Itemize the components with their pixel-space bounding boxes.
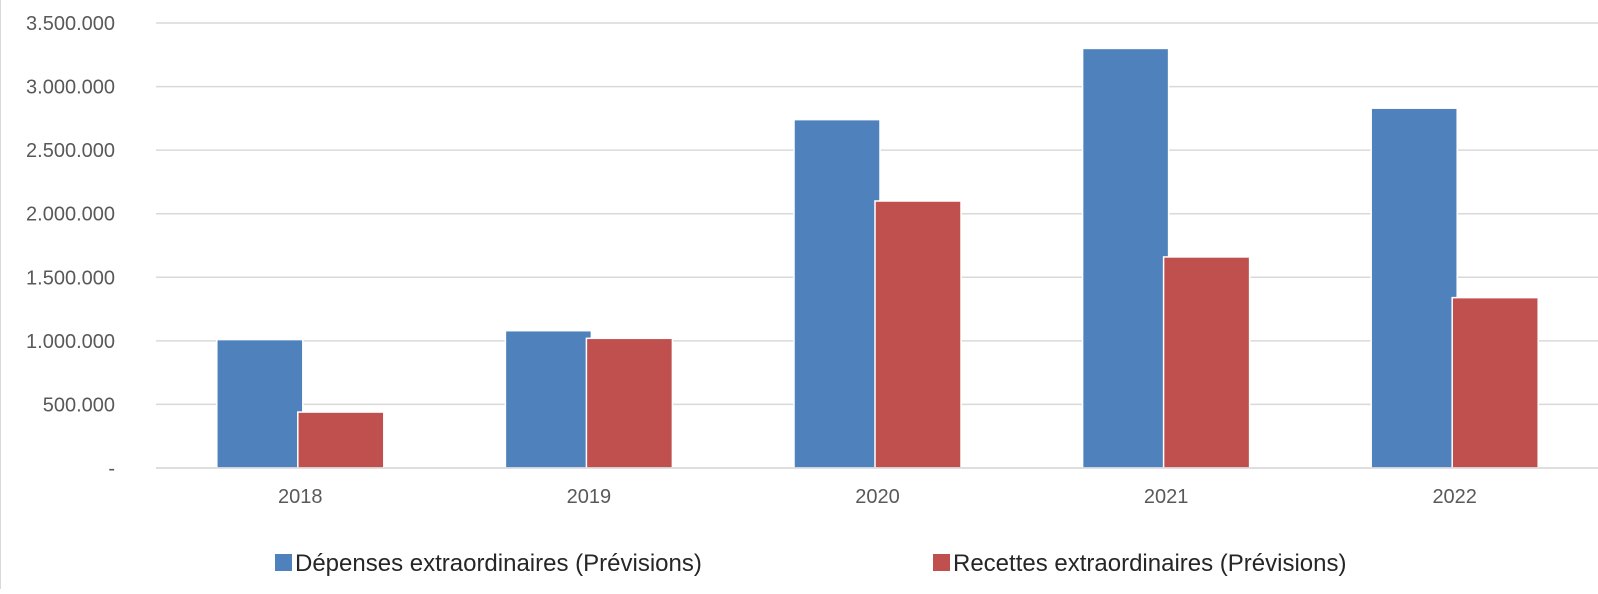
- legend-label: Recettes extraordinaires (Prévisions): [953, 550, 1346, 577]
- y-tick-label: 3.500.000: [26, 13, 115, 35]
- x-tick-label: 2018: [278, 486, 323, 508]
- bar-depenses-2022: [1370, 107, 1458, 469]
- y-tick-label: -: [108, 458, 115, 480]
- bar-depenses-2020: [793, 118, 881, 469]
- x-tick-label: 2021: [1144, 486, 1189, 508]
- bar-recettes-2021: [1162, 256, 1251, 469]
- x-axis: 2018 2019 2020 2021 2022: [156, 467, 1598, 508]
- bar-recettes-2020: [874, 200, 962, 469]
- x-tick-label: 2020: [855, 486, 900, 508]
- legend: Dépenses extraordinaires (Prévisions) Rec…: [275, 550, 1346, 577]
- y-tick-label: 1.500.000: [26, 267, 115, 289]
- bar-depenses-2018: [216, 338, 304, 469]
- x-tick-label: 2022: [1432, 486, 1477, 508]
- y-tick-label: 1.000.000: [26, 331, 115, 353]
- legend-swatch: [275, 554, 292, 571]
- bar-recettes-2018: [297, 411, 385, 469]
- y-tick-label: 2.500.000: [26, 140, 115, 162]
- bar-recettes-2022: [1451, 296, 1539, 469]
- bar-depenses-2021: [1081, 47, 1170, 469]
- bar-depenses-2019: [504, 329, 593, 469]
- legend-label: Dépenses extraordinaires (Prévisions): [295, 550, 702, 577]
- y-tick-label: 3.000.000: [26, 77, 115, 99]
- bar-recettes-2019: [585, 337, 674, 469]
- x-tick-label: 2019: [567, 486, 612, 508]
- y-tick-label: 2.000.000: [26, 204, 115, 226]
- legend-swatch: [933, 554, 950, 571]
- y-tick-label: 500.000: [43, 394, 115, 416]
- bars: [216, 47, 1539, 469]
- y-axis: - 500.000 1.000.000 1.500.000 2.000.000 2.500…: [26, 13, 115, 480]
